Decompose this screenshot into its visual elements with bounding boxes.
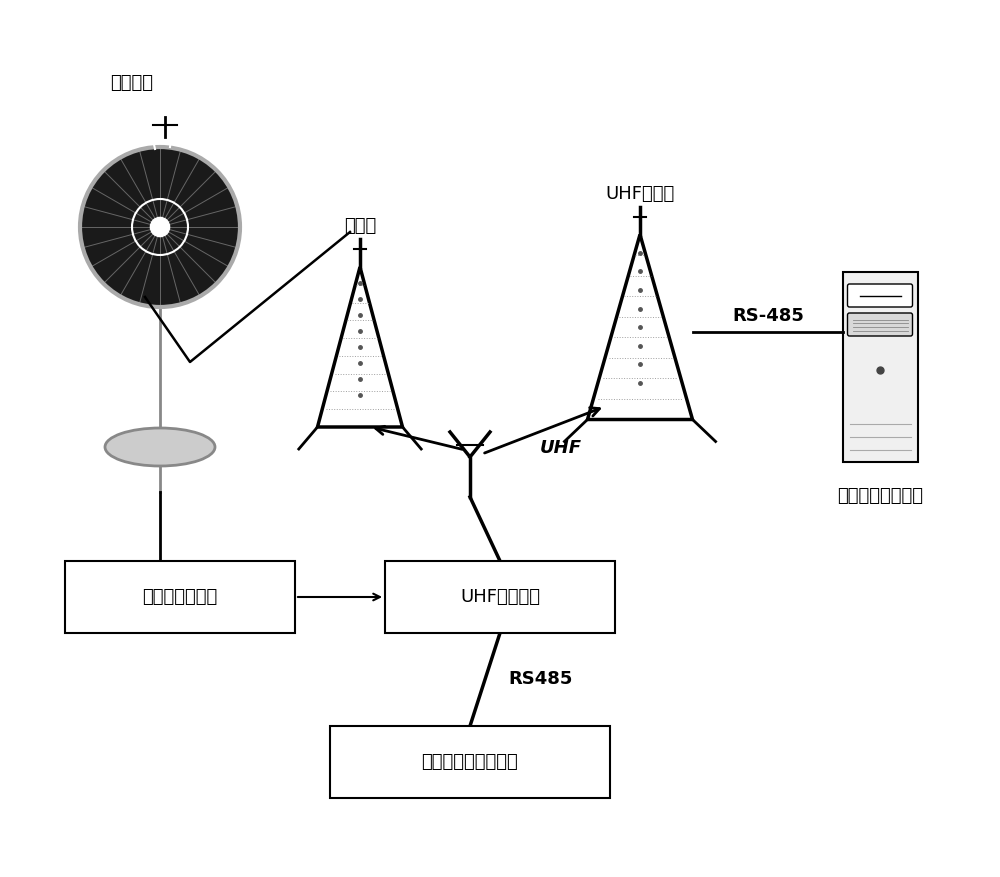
Text: RS-485: RS-485 [733,307,805,325]
FancyBboxPatch shape [848,284,913,307]
Bar [330,726,610,798]
Text: 综合显示处理计算机: 综合显示处理计算机 [422,753,518,771]
Text: 基准站: 基准站 [344,217,376,235]
Text: 北斗卦星: 北斗卦星 [110,74,153,92]
Text: RS485: RS485 [508,671,572,688]
Circle shape [80,147,240,307]
Text: UHF发射塔: UHF发射塔 [605,184,675,203]
Text: 卫星定位接收机: 卫星定位接收机 [142,588,218,606]
Text: UHF: UHF [540,439,582,457]
Ellipse shape [105,428,215,466]
Bar [843,272,918,462]
Bar [385,561,615,633]
Circle shape [150,217,170,237]
Text: UHF无线电台: UHF无线电台 [460,588,540,606]
FancyBboxPatch shape [848,313,913,336]
Text: 冗余数据库服务器: 冗余数据库服务器 [837,487,923,505]
Bar [65,561,295,633]
